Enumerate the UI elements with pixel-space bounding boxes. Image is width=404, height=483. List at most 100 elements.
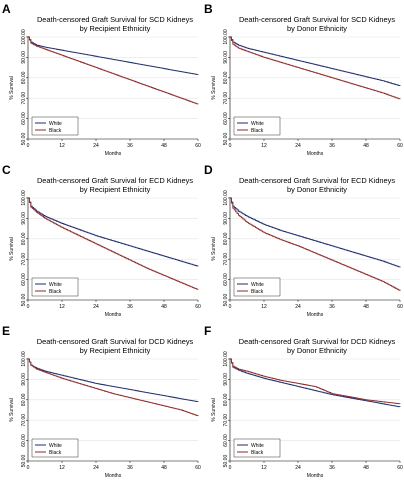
x-axis-label: Months [105,151,122,157]
x-tick-label: 24 [295,465,301,471]
panel-letter: E [2,324,10,338]
y-tick-label: 90.00 [21,51,27,64]
y-tick-label: 60.00 [21,273,27,286]
y-axis-label: % Survival [9,76,15,100]
y-tick-label: 70.00 [223,253,229,266]
x-tick-label: 12 [261,465,267,471]
series-line-black [28,197,199,290]
series-line-black [28,36,199,105]
x-tick-label: 36 [127,465,133,471]
y-tick-label: 100.00 [21,190,27,206]
legend-label-white: White [251,121,264,127]
y-axis-label: % Survival [211,237,217,261]
x-tick-label: 24 [93,304,99,310]
legend-label-black: Black [49,289,62,295]
y-tick-label: 80.00 [21,393,27,406]
y-tick-label: 100.00 [21,351,27,367]
x-tick-label: 12 [59,304,65,310]
y-axis-label: % Survival [9,237,15,261]
y-tick-label: 90.00 [21,373,27,386]
x-tick-label: 24 [295,143,301,149]
series-line-white [28,36,199,75]
x-tick-label: 36 [329,304,335,310]
x-tick-label: 48 [363,465,369,471]
x-tick-label: 36 [329,143,335,149]
y-tick-label: 100.00 [223,190,229,206]
y-tick-label: 90.00 [223,373,229,386]
legend-label-white: White [49,443,62,449]
chart-subtitle: by Donor Ethnicity [287,24,347,33]
x-axis-label: Months [307,151,324,157]
y-tick-label: 60.00 [223,112,229,125]
y-tick-label: 100.00 [21,29,27,45]
y-tick-label: 80.00 [223,393,229,406]
chart-title: Death-censored Graft Survival for DCD Ki… [239,337,396,346]
x-tick-label: 0 [229,143,232,149]
x-tick-label: 48 [161,143,167,149]
y-tick-label: 90.00 [21,212,27,225]
x-tick-label: 60 [397,143,403,149]
x-tick-label: 24 [295,304,301,310]
y-tick-label: 50.00 [223,455,229,468]
x-tick-label: 36 [127,304,133,310]
series-line-black [230,197,401,291]
series-line-black [28,358,199,417]
y-tick-label: 50.00 [21,455,27,468]
legend-label-black: Black [49,128,62,134]
x-tick-label: 60 [397,304,403,310]
y-axis-label: % Survival [9,398,15,422]
chart-subtitle: by Recipient Ethnicity [80,185,151,194]
chart-title: Death-censored Graft Survival for DCD Ki… [37,337,194,346]
y-tick-label: 70.00 [21,92,27,105]
legend-label-black: Black [251,450,264,456]
legend-label-white: White [251,443,264,449]
legend-label-black: Black [49,450,62,456]
chart-panel-B: B Death-censored Graft Survival for SCD K… [204,2,403,157]
legend-label-black: Black [251,289,264,295]
x-tick-label: 48 [363,304,369,310]
y-tick-label: 70.00 [223,92,229,105]
panel-letter: C [2,163,11,177]
y-axis-label: % Survival [211,76,217,100]
x-tick-label: 12 [261,304,267,310]
chart-panel-D: D Death-censored Graft Survival for ECD K… [204,163,403,318]
y-tick-label: 60.00 [21,434,27,447]
chart-panel-F: F Death-censored Graft Survival for DCD K… [204,324,403,479]
y-tick-label: 80.00 [21,232,27,245]
chart-subtitle: by Donor Ethnicity [287,346,347,355]
series-line-white [230,358,401,408]
y-tick-label: 50.00 [223,133,229,146]
x-axis-label: Months [307,473,324,479]
y-tick-label: 60.00 [21,112,27,125]
y-tick-label: 80.00 [21,71,27,84]
panel-letter: F [204,324,211,338]
x-tick-label: 12 [59,143,65,149]
series-line-white [28,358,199,403]
y-tick-label: 70.00 [21,414,27,427]
legend-label-black: Black [251,128,264,134]
x-tick-label: 0 [229,465,232,471]
chart-panel-A: A Death-censored Graft Survival for SCD K… [2,2,201,157]
y-tick-label: 90.00 [223,51,229,64]
y-tick-label: 60.00 [223,434,229,447]
chart-subtitle: by Recipient Ethnicity [80,24,151,33]
series-line-black [230,36,401,100]
y-tick-label: 50.00 [21,294,27,307]
y-axis-label: % Survival [211,398,217,422]
x-tick-label: 48 [161,465,167,471]
x-tick-label: 24 [93,465,99,471]
chart-title: Death-censored Graft Survival for ECD Ki… [37,176,193,185]
x-axis-label: Months [307,312,324,318]
y-tick-label: 70.00 [21,253,27,266]
x-tick-label: 12 [261,143,267,149]
y-tick-label: 80.00 [223,232,229,245]
series-line-white [28,197,199,267]
x-tick-label: 12 [59,465,65,471]
chart-subtitle: by Donor Ethnicity [287,185,347,194]
y-tick-label: 80.00 [223,71,229,84]
x-tick-label: 60 [195,143,201,149]
x-tick-label: 36 [127,143,133,149]
chart-subtitle: by Recipient Ethnicity [80,346,151,355]
series-line-white [230,197,401,268]
